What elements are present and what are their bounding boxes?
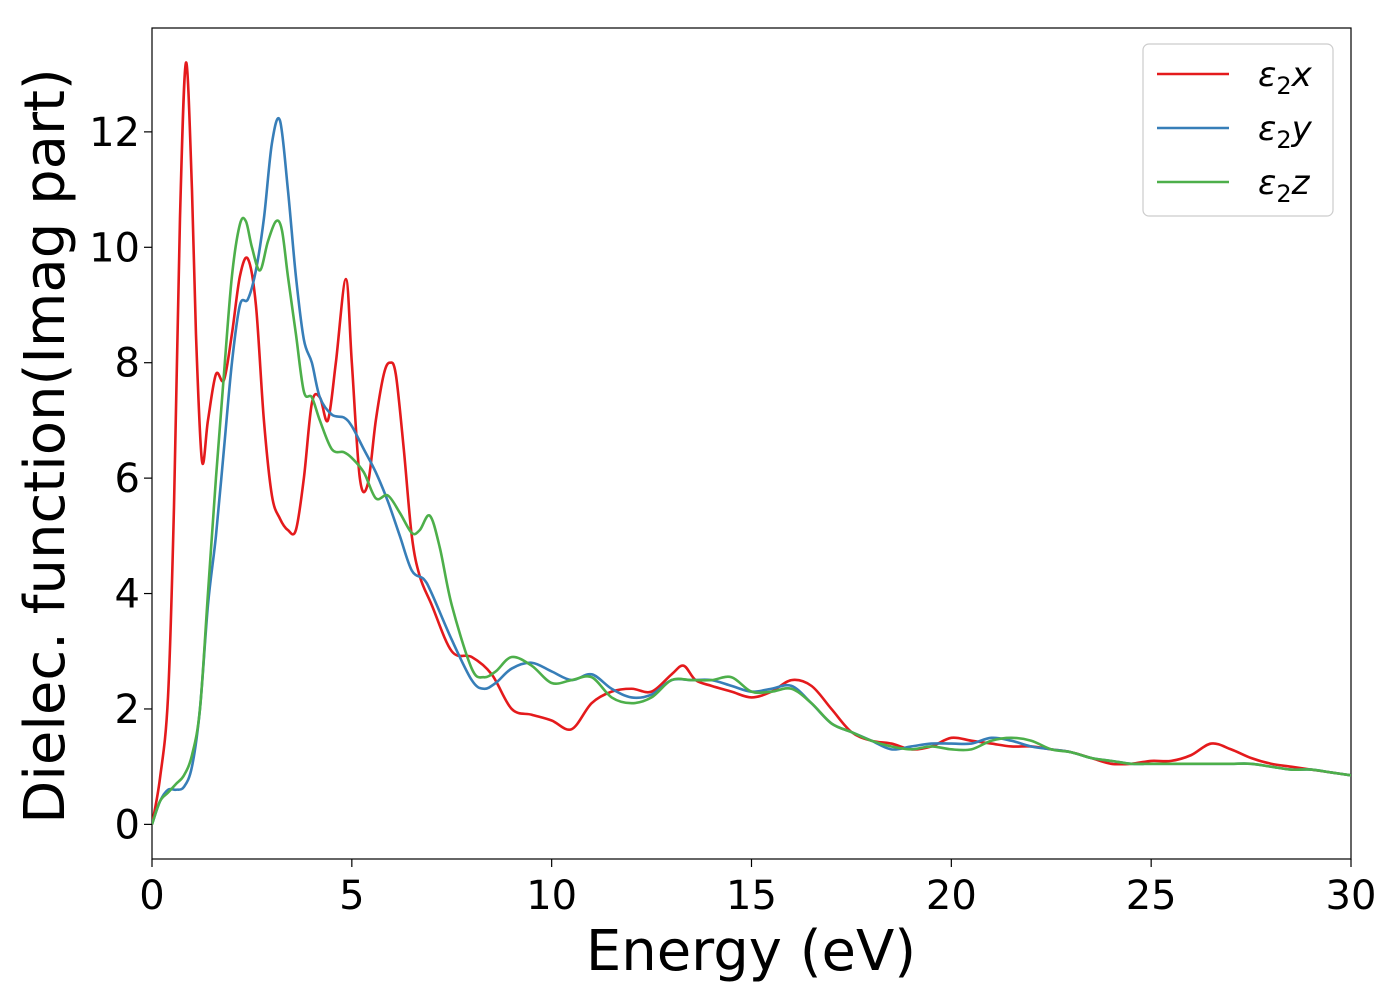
y-tick-label: 8 [115,341,140,387]
y-tick-label: 0 [115,802,140,848]
y-tick-label: 2 [115,687,140,733]
y-axis-title: Dielec. function(Imag part) [13,68,78,824]
series-lines [152,61,1351,825]
x-axis-title: Energy (eV) [586,919,916,984]
x-tick-label: 5 [339,873,364,919]
y-axis-ticks: 0 2 4 6 8 10 12 [89,110,152,848]
y-tick-label: 10 [89,225,140,271]
y-tick-label: 6 [115,456,140,502]
y-tick-label: 12 [89,110,140,156]
y-tick-label: 4 [115,572,140,618]
x-tick-label: 25 [1126,873,1177,919]
legend-box [1142,43,1334,217]
x-tick-label: 15 [726,873,777,919]
legend-label-z: ε2z [1258,163,1311,208]
x-tick-label: 30 [1326,873,1377,919]
x-tick-label: 20 [926,873,977,919]
x-tick-label: 0 [139,873,164,919]
legend-label-y: ε2y [1258,109,1313,154]
legend: ε2x ε2y ε2z [1142,43,1334,217]
x-tick-label: 10 [526,873,577,919]
legend-label-x: ε2x [1258,55,1313,100]
x-axis-ticks: 0 5 10 15 20 25 30 [139,859,1376,919]
series-line-z [152,216,1351,825]
